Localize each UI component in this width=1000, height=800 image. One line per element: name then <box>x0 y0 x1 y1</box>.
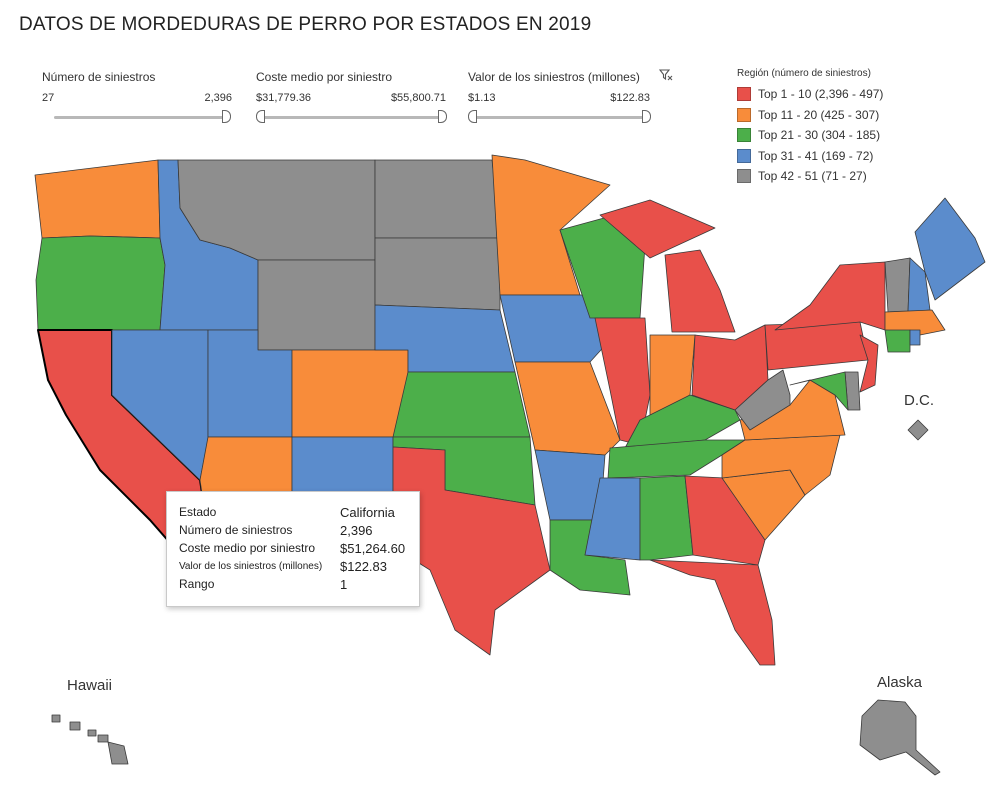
legend-item-top-42-51[interactable]: Top 42 - 51 (71 - 27) <box>737 166 907 187</box>
state-ny[interactable] <box>774 261 886 331</box>
state-ia[interactable] <box>499 294 611 363</box>
legend-label: Top 11 - 20 (425 - 307) <box>758 107 880 122</box>
tooltip-key: Valor de los siniestros (millones) <box>179 561 323 572</box>
filter-avg-cost: Coste medio por siniestro $31,779.36 $55… <box>256 70 447 130</box>
state-ak[interactable] <box>859 699 941 776</box>
state-vt[interactable] <box>884 257 911 313</box>
state-md[interactable] <box>789 371 849 411</box>
state-tooltip: Estado California Número de siniestros 2… <box>166 491 420 607</box>
state-mo[interactable] <box>514 361 621 456</box>
slider-track[interactable] <box>260 116 444 119</box>
legend-item-top-31-41[interactable]: Top 31 - 41 (169 - 72) <box>737 146 907 167</box>
filter-label: Coste medio por siniestro <box>256 70 393 84</box>
state-nd[interactable] <box>374 159 501 239</box>
legend-label: Top 21 - 30 (304 - 185) <box>758 128 881 143</box>
slider-max-handle[interactable] <box>222 110 231 123</box>
state-ri[interactable] <box>909 329 921 346</box>
state-co[interactable] <box>291 349 409 438</box>
state-ct[interactable] <box>884 329 911 353</box>
state-hi[interactable] <box>51 714 129 765</box>
filter-label: Valor de los siniestros (millones) <box>468 70 640 84</box>
state-al[interactable] <box>639 475 694 561</box>
legend-label: Top 31 - 41 (169 - 72) <box>758 148 874 163</box>
state-ks[interactable] <box>392 371 531 438</box>
dc-label: D.C. <box>904 392 934 409</box>
legend-swatch <box>737 148 751 163</box>
tooltip-key: Rango <box>179 577 215 591</box>
clear-filter-icon[interactable] <box>659 68 673 82</box>
filter-max-value: 2,396 <box>204 92 232 104</box>
hawaii-label: Hawaii <box>67 677 113 694</box>
state-ma[interactable] <box>884 309 946 336</box>
tooltip-value: California <box>340 505 395 520</box>
state-me[interactable] <box>914 197 986 301</box>
legend-item-top-21-30[interactable]: Top 21 - 30 (304 - 185) <box>737 125 907 146</box>
legend-swatch <box>737 169 751 184</box>
slider-min-handle[interactable] <box>468 110 477 123</box>
state-mi[interactable] <box>599 199 736 333</box>
slider-max-handle[interactable] <box>438 110 447 123</box>
filter-max-value: $55,800.71 <box>390 92 446 104</box>
filter-claims-value: Valor de los siniestros (millones) $1.13… <box>468 70 651 130</box>
legend-title: Región (número de siniestros) <box>737 68 871 79</box>
page-title: DATOS DE MORDEDURAS DE PERRO POR ESTADOS… <box>19 14 592 35</box>
tooltip-value: 2,396 <box>340 523 373 538</box>
state-ga[interactable] <box>684 475 766 566</box>
state-sd[interactable] <box>374 237 501 311</box>
state-wy[interactable] <box>257 259 376 351</box>
filter-label: Número de siniestros <box>42 70 156 84</box>
filter-max-value: $122.83 <box>610 92 650 104</box>
slider-min-handle[interactable] <box>256 110 265 123</box>
slider-max-handle[interactable] <box>642 110 651 123</box>
state-dc[interactable] <box>907 419 929 441</box>
tooltip-key: Estado <box>179 505 217 519</box>
legend-label: Top 1 - 10 (2,396 - 497) <box>758 87 884 102</box>
legend-label: Top 42 - 51 (71 - 27) <box>758 169 867 184</box>
state-fl[interactable] <box>649 559 776 666</box>
state-wv[interactable] <box>734 369 791 431</box>
filter-min-value: 27 <box>42 92 55 104</box>
state-or[interactable] <box>35 235 166 331</box>
legend-swatch <box>737 87 751 102</box>
legend-item-top-11-20[interactable]: Top 11 - 20 (425 - 307) <box>737 105 907 126</box>
filter-claims-count: Número de siniestros 27 2,396 <box>42 70 232 130</box>
legend-swatch <box>737 107 751 122</box>
slider-track[interactable] <box>472 116 648 119</box>
filter-min-value: $1.13 <box>468 92 496 104</box>
alaska-label: Alaska <box>877 674 923 691</box>
tooltip-key: Coste medio por siniestro <box>179 541 316 555</box>
slider-track[interactable] <box>54 116 230 119</box>
filter-min-value: $31,779.36 <box>256 92 312 104</box>
tooltip-value: $122.83 <box>340 559 387 574</box>
tooltip-value: $51,264.60 <box>340 541 406 556</box>
state-nj[interactable] <box>859 334 879 393</box>
tooltip-key: Número de siniestros <box>179 523 293 537</box>
legend-item-top-1-10[interactable]: Top 1 - 10 (2,396 - 497) <box>737 84 907 105</box>
state-wa[interactable] <box>34 159 161 239</box>
legend: Región (número de siniestros) Top 1 - 10… <box>737 68 907 187</box>
tooltip-value: 1 <box>340 577 348 592</box>
legend-swatch <box>737 128 751 143</box>
